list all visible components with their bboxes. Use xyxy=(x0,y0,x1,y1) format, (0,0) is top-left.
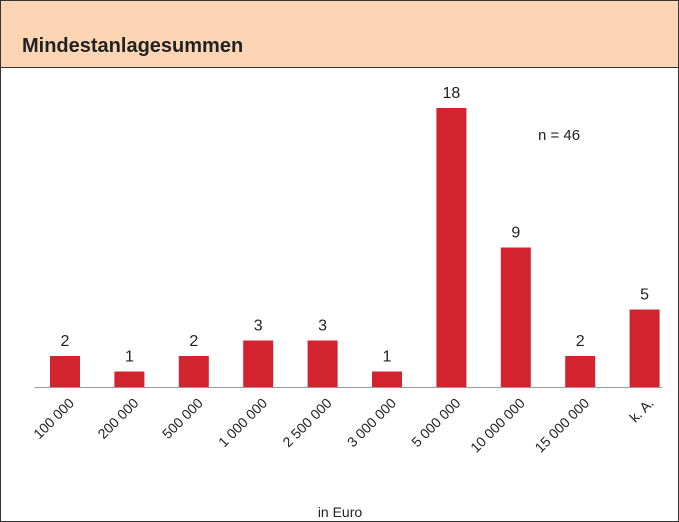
value-label: 5 xyxy=(640,287,649,304)
value-label: 2 xyxy=(576,333,585,350)
chart-title: Mindestanlagesummen xyxy=(22,35,243,57)
value-label: 9 xyxy=(511,225,520,242)
value-label: 1 xyxy=(125,349,134,366)
value-label: 18 xyxy=(443,85,461,102)
value-label: 3 xyxy=(318,318,327,335)
bar xyxy=(565,356,596,387)
bar xyxy=(178,356,209,387)
value-label: 2 xyxy=(61,333,70,350)
value-label: 3 xyxy=(254,318,263,335)
bar xyxy=(629,309,660,387)
header xyxy=(0,0,679,68)
x-axis-label: in Euro xyxy=(318,504,363,520)
bar xyxy=(243,340,274,387)
value-label: 2 xyxy=(189,333,198,350)
bar xyxy=(436,108,467,387)
value-label: 1 xyxy=(383,349,392,366)
bar xyxy=(307,340,338,387)
bar xyxy=(50,356,80,387)
bar xyxy=(500,247,531,387)
bar xyxy=(372,371,402,387)
annotation: n = 46 xyxy=(538,127,580,144)
bar xyxy=(114,371,145,387)
